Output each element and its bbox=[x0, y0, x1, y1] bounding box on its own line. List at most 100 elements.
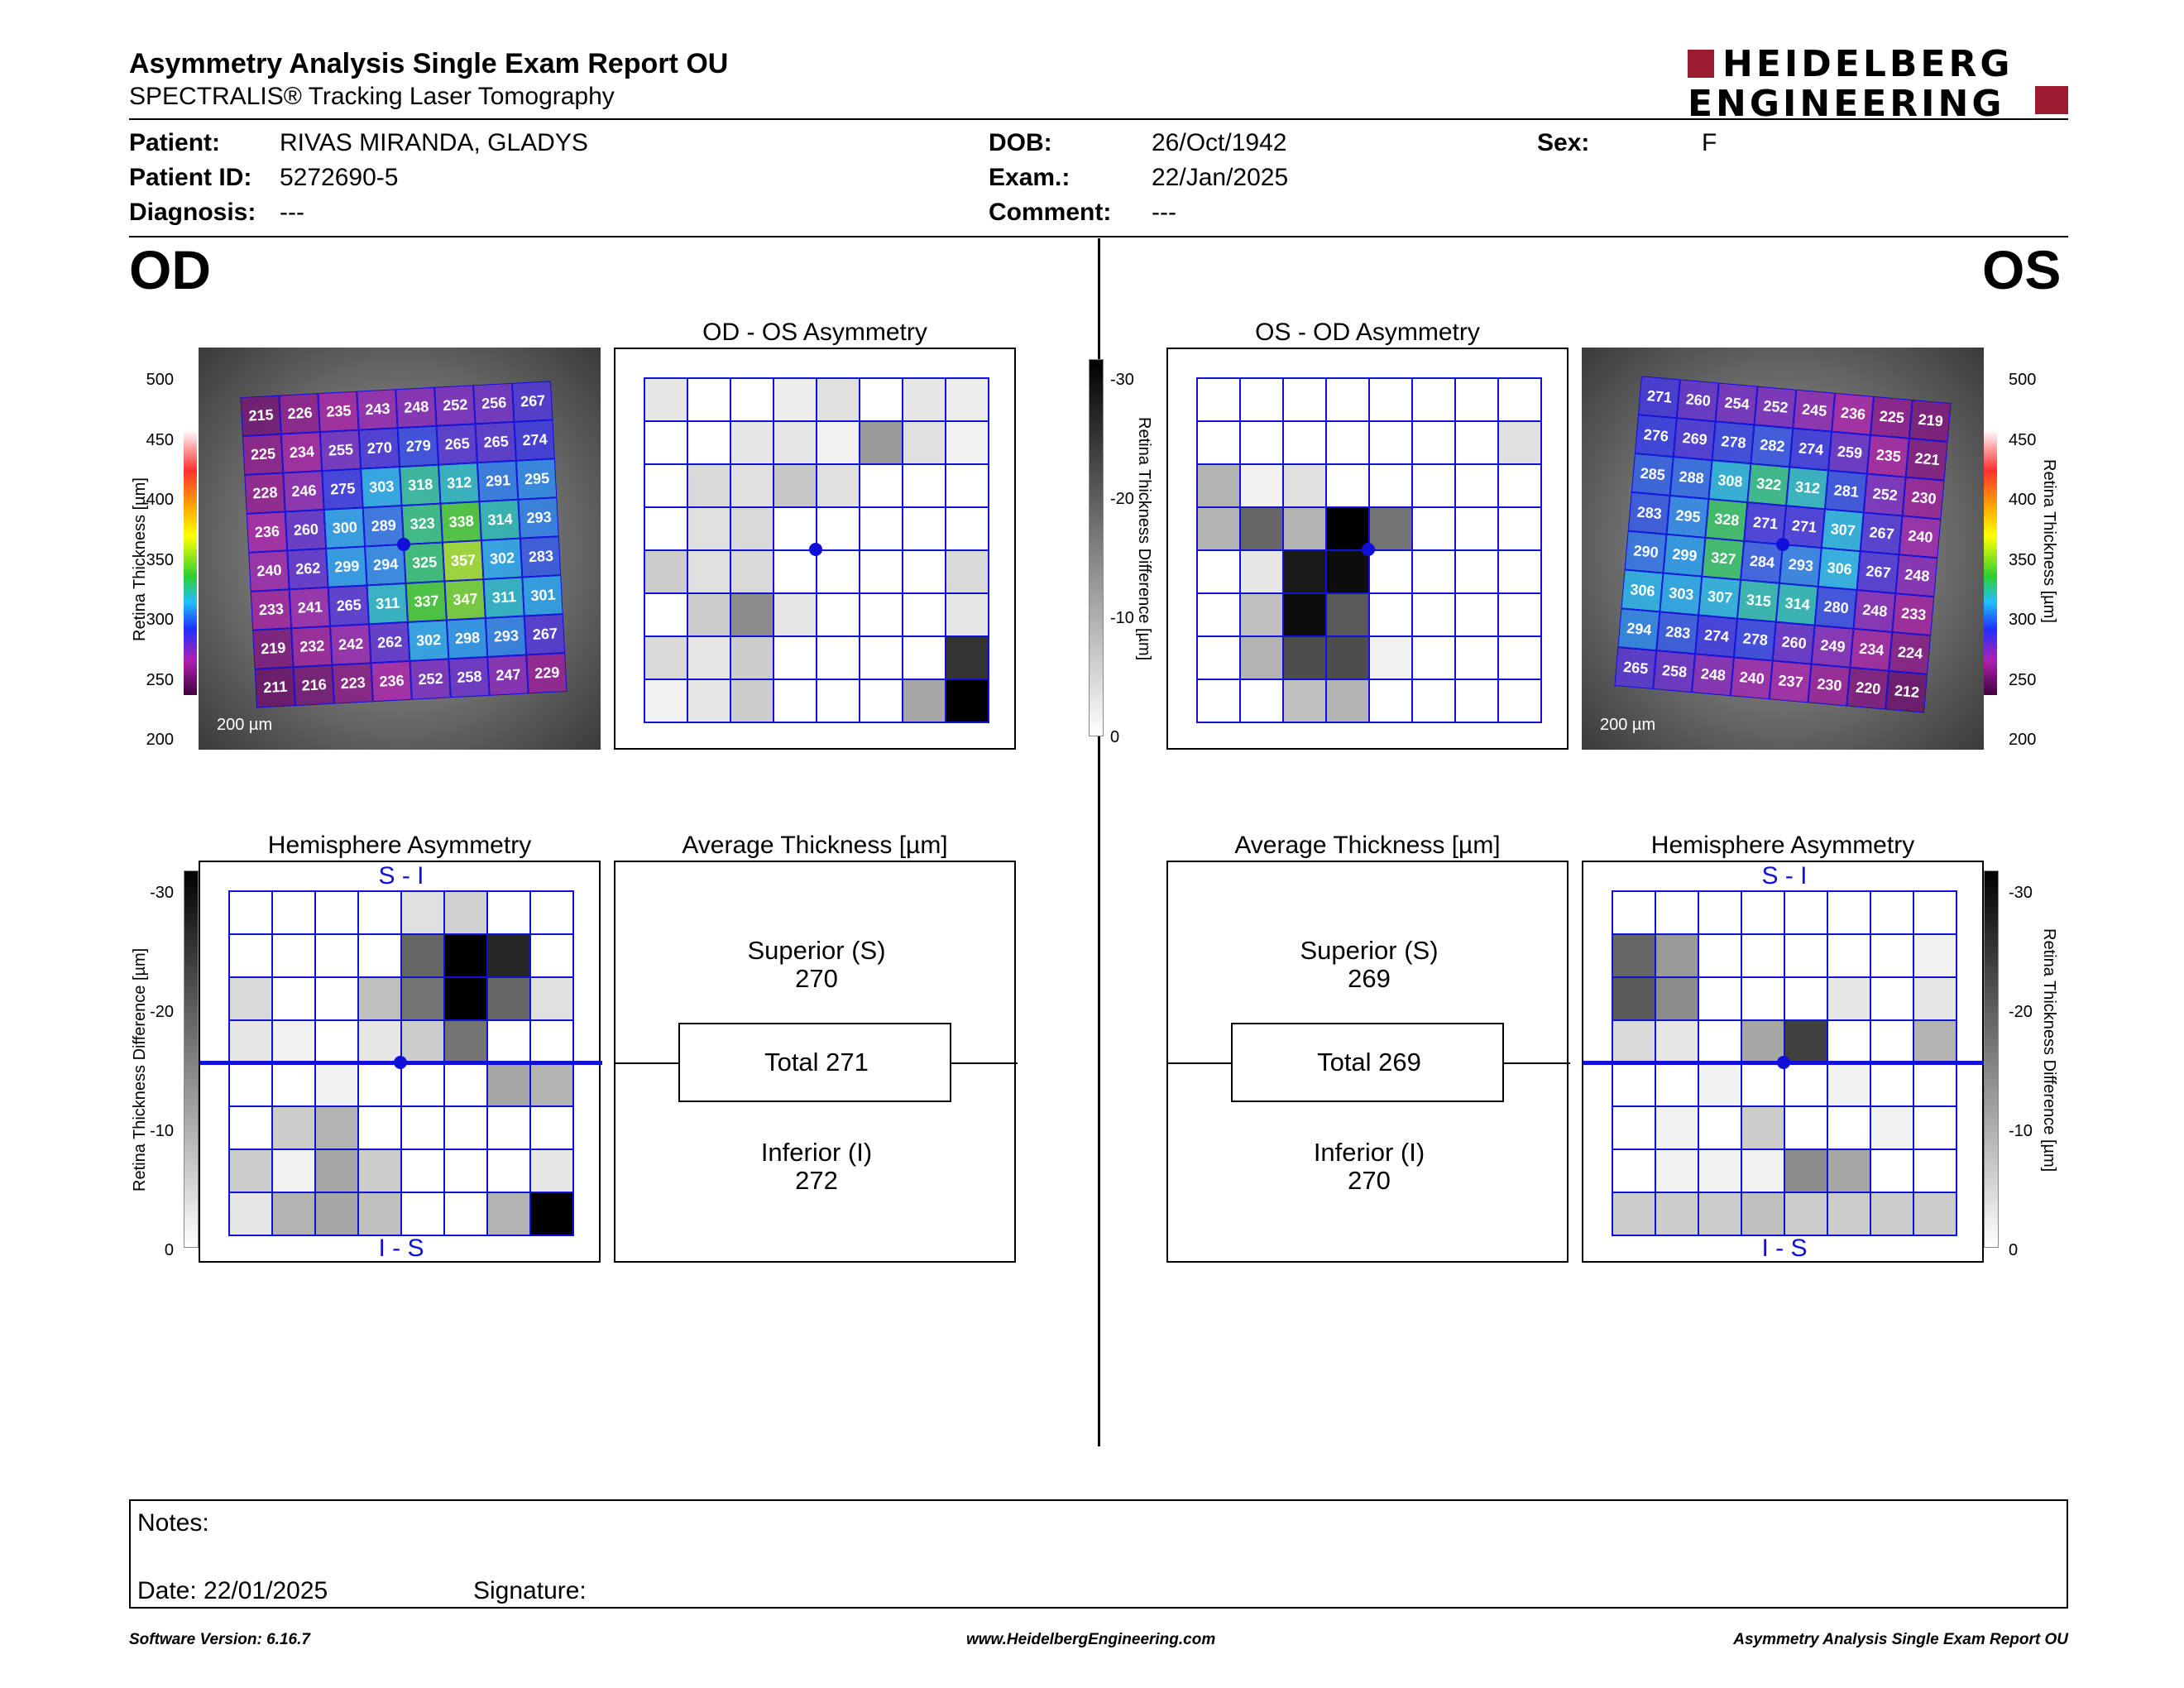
grid-cell bbox=[1282, 549, 1327, 594]
thickness-cell: 267 bbox=[524, 614, 566, 655]
report-title: Asymmetry Analysis Single Exam Report OU bbox=[129, 48, 729, 79]
thickness-cell: 246 bbox=[283, 471, 324, 512]
thickness-value: 269 bbox=[1681, 429, 1708, 448]
grid-cell bbox=[1655, 1019, 1699, 1064]
thickness-cell: 338 bbox=[440, 501, 481, 543]
grid-cell bbox=[816, 592, 860, 637]
od-superior-value: 270 bbox=[795, 964, 838, 993]
thickness-cell: 242 bbox=[330, 624, 371, 665]
grid-cell bbox=[1454, 679, 1499, 723]
od-total-box bbox=[678, 1023, 951, 1102]
grid-cell bbox=[816, 463, 860, 508]
thickness-value: 271 bbox=[1752, 513, 1779, 533]
grid-cell bbox=[773, 420, 817, 465]
thickness-value: 260 bbox=[1780, 633, 1808, 652]
patient-id: 5272690-5 bbox=[280, 164, 399, 191]
thickness-cell: 274 bbox=[1695, 615, 1737, 658]
thickness-cell: 307 bbox=[1698, 576, 1741, 619]
os-si-label: S - I bbox=[1761, 862, 1808, 890]
os-is-label: I - S bbox=[1761, 1235, 1808, 1262]
grid-cell bbox=[443, 933, 488, 978]
thickness-value: 271 bbox=[1646, 387, 1673, 406]
thickness-value: 265 bbox=[483, 433, 510, 451]
patient-name: RIVAS MIRANDA, GLADYS bbox=[280, 129, 588, 156]
grid-cell bbox=[1913, 1149, 1957, 1193]
grid-cell bbox=[1325, 420, 1370, 465]
grid-cell bbox=[1497, 377, 1542, 422]
grid-cell bbox=[730, 463, 774, 508]
grid-cell bbox=[529, 1105, 574, 1150]
grid-cell bbox=[1655, 976, 1699, 1021]
thickness-value: 265 bbox=[1622, 658, 1650, 678]
grid-cell bbox=[1655, 890, 1699, 935]
notes-box[interactable]: Notes: Date: 22/01/2025 Signature: bbox=[129, 1499, 2068, 1609]
grid-cell bbox=[314, 1149, 359, 1193]
axis-tick: -20 bbox=[150, 1003, 174, 1021]
grid-cell bbox=[314, 1105, 359, 1150]
grid-cell bbox=[1784, 1192, 1828, 1236]
thickness-cell: 269 bbox=[1673, 418, 1716, 461]
thickness-cell: 283 bbox=[520, 536, 562, 578]
os-od-asymmetry-title: OS - OD Asymmetry bbox=[1255, 319, 1480, 346]
grid-cell bbox=[400, 1149, 445, 1193]
grid-cell bbox=[357, 890, 402, 935]
grid-cell bbox=[687, 679, 731, 723]
thickness-value: 252 bbox=[442, 396, 468, 415]
thickness-value: 234 bbox=[1858, 640, 1885, 659]
od-hemisphere-grid bbox=[200, 890, 602, 1236]
grid-cell bbox=[1698, 976, 1742, 1021]
thickness-value: 301 bbox=[529, 586, 556, 605]
grid-cell bbox=[644, 377, 688, 422]
thickness-cell: 262 bbox=[287, 548, 328, 590]
thickness-value: 278 bbox=[1720, 433, 1747, 452]
grid-cell bbox=[859, 635, 903, 680]
grid-cell bbox=[1612, 1062, 1656, 1107]
grid-cell bbox=[1454, 463, 1499, 508]
thickness-value: 235 bbox=[1875, 446, 1902, 466]
thickness-value: 283 bbox=[528, 547, 554, 566]
thickness-cell: 260 bbox=[1676, 379, 1719, 422]
grid-cell bbox=[1827, 1062, 1871, 1107]
scale-bar-label: 200 µm bbox=[1600, 716, 1656, 734]
grid-cell bbox=[271, 933, 316, 978]
thickness-value: 260 bbox=[1684, 391, 1712, 410]
os-hemisphere-panel: S - I I - S bbox=[1582, 861, 1985, 1263]
od-thickness-axis-label: Retina Thickness [µm] bbox=[131, 477, 149, 641]
thickness-cell: 318 bbox=[400, 464, 441, 506]
thickness-cell: 248 bbox=[1895, 554, 1938, 597]
axis-tick: 450 bbox=[2009, 430, 2037, 449]
grid-cell bbox=[1282, 635, 1327, 680]
thickness-cell: 288 bbox=[1669, 457, 1712, 499]
thickness-cell: 274 bbox=[1789, 428, 1832, 471]
thickness-value: 357 bbox=[450, 551, 477, 570]
website-link[interactable]: www.HeidelbergEngineering.com bbox=[966, 1631, 1216, 1648]
grid-cell bbox=[1239, 506, 1284, 551]
grid-cell bbox=[1870, 1192, 1914, 1236]
grid-cell bbox=[1239, 549, 1284, 594]
grid-cell bbox=[1698, 933, 1742, 978]
header-divider bbox=[129, 118, 2068, 120]
grid-cell bbox=[443, 1149, 488, 1193]
thickness-cell: 322 bbox=[1747, 463, 1790, 506]
grid-cell bbox=[1454, 506, 1499, 551]
thickness-value: 290 bbox=[1632, 542, 1660, 561]
thickness-cell: 302 bbox=[481, 538, 523, 580]
axis-tick: 200 bbox=[2009, 731, 2037, 749]
grid-cell bbox=[945, 377, 989, 422]
thickness-value: 307 bbox=[1707, 587, 1733, 607]
thickness-value: 240 bbox=[1738, 669, 1765, 688]
grid-cell bbox=[644, 420, 688, 465]
grid-cell bbox=[1827, 1019, 1871, 1064]
thickness-cell: 302 bbox=[407, 620, 449, 661]
thickness-value: 303 bbox=[1668, 584, 1695, 603]
thickness-cell: 258 bbox=[448, 656, 490, 698]
thickness-value: 279 bbox=[405, 437, 432, 455]
axis-tick: 350 bbox=[2009, 550, 2037, 569]
grid-cell bbox=[486, 1149, 531, 1193]
thickness-cell: 216 bbox=[293, 664, 334, 707]
thickness-cell: 276 bbox=[1634, 415, 1677, 458]
grid-cell bbox=[357, 933, 402, 978]
grid-cell bbox=[1239, 635, 1284, 680]
axis-tick: 250 bbox=[146, 670, 174, 689]
grid-cell bbox=[902, 420, 946, 465]
